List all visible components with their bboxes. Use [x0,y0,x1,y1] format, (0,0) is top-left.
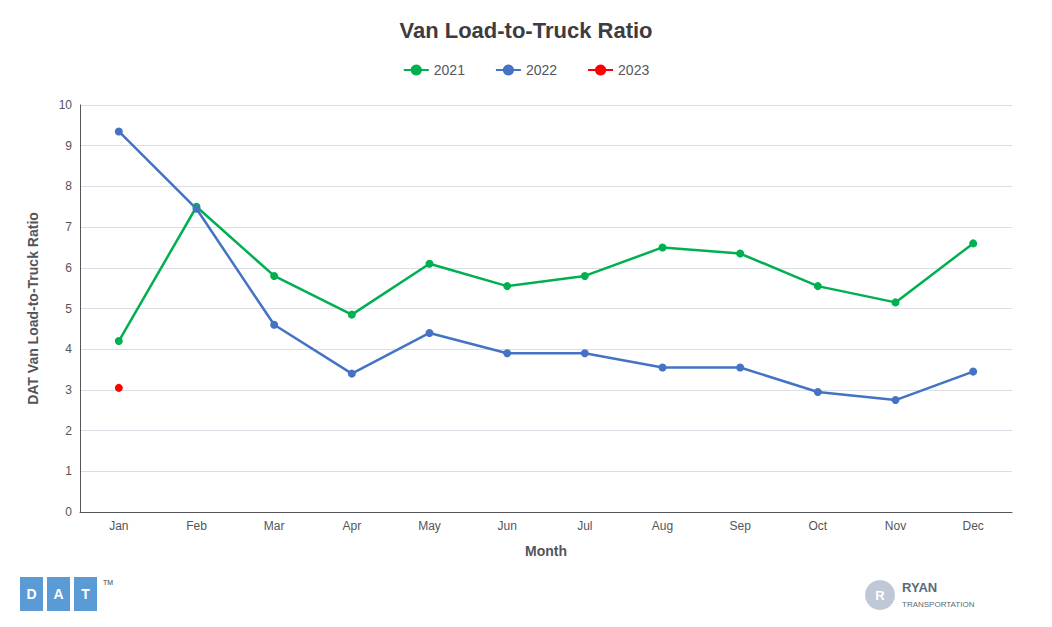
svg-text:Mar: Mar [264,519,285,533]
svg-text:1: 1 [65,464,72,478]
svg-text:5: 5 [65,302,72,316]
svg-text:Month: Month [525,543,567,559]
svg-text:TRANSPORTATION: TRANSPORTATION [902,600,975,609]
svg-text:2021: 2021 [434,62,465,78]
svg-text:RYAN: RYAN [902,580,937,595]
svg-text:Nov: Nov [885,519,906,533]
svg-text:4: 4 [65,342,72,356]
svg-text:TM: TM [103,579,113,586]
svg-text:2022: 2022 [526,62,557,78]
svg-text:May: May [418,519,441,533]
svg-text:0: 0 [65,505,72,519]
svg-text:Jan: Jan [109,519,128,533]
svg-text:6: 6 [65,261,72,275]
svg-text:Jul: Jul [577,519,592,533]
svg-text:3: 3 [65,383,72,397]
svg-text:A: A [53,586,63,602]
svg-text:7: 7 [65,220,72,234]
svg-text:Van Load-to-Truck Ratio: Van Load-to-Truck Ratio [399,18,652,43]
svg-text:Apr: Apr [342,519,361,533]
svg-text:D: D [26,586,36,602]
svg-text:R: R [875,588,885,603]
svg-text:9: 9 [65,139,72,153]
svg-text:8: 8 [65,179,72,193]
svg-text:T: T [81,586,90,602]
svg-text:Jun: Jun [497,519,516,533]
svg-text:2: 2 [65,424,72,438]
svg-text:Dec: Dec [962,519,983,533]
svg-text:Sep: Sep [729,519,751,533]
svg-text:2023: 2023 [618,62,649,78]
svg-text:10: 10 [59,98,73,112]
svg-text:Oct: Oct [808,519,827,533]
svg-text:Aug: Aug [652,519,673,533]
svg-text:DAT Van Load-to-Truck Ratio: DAT Van Load-to-Truck Ratio [25,212,41,405]
svg-text:Feb: Feb [186,519,207,533]
